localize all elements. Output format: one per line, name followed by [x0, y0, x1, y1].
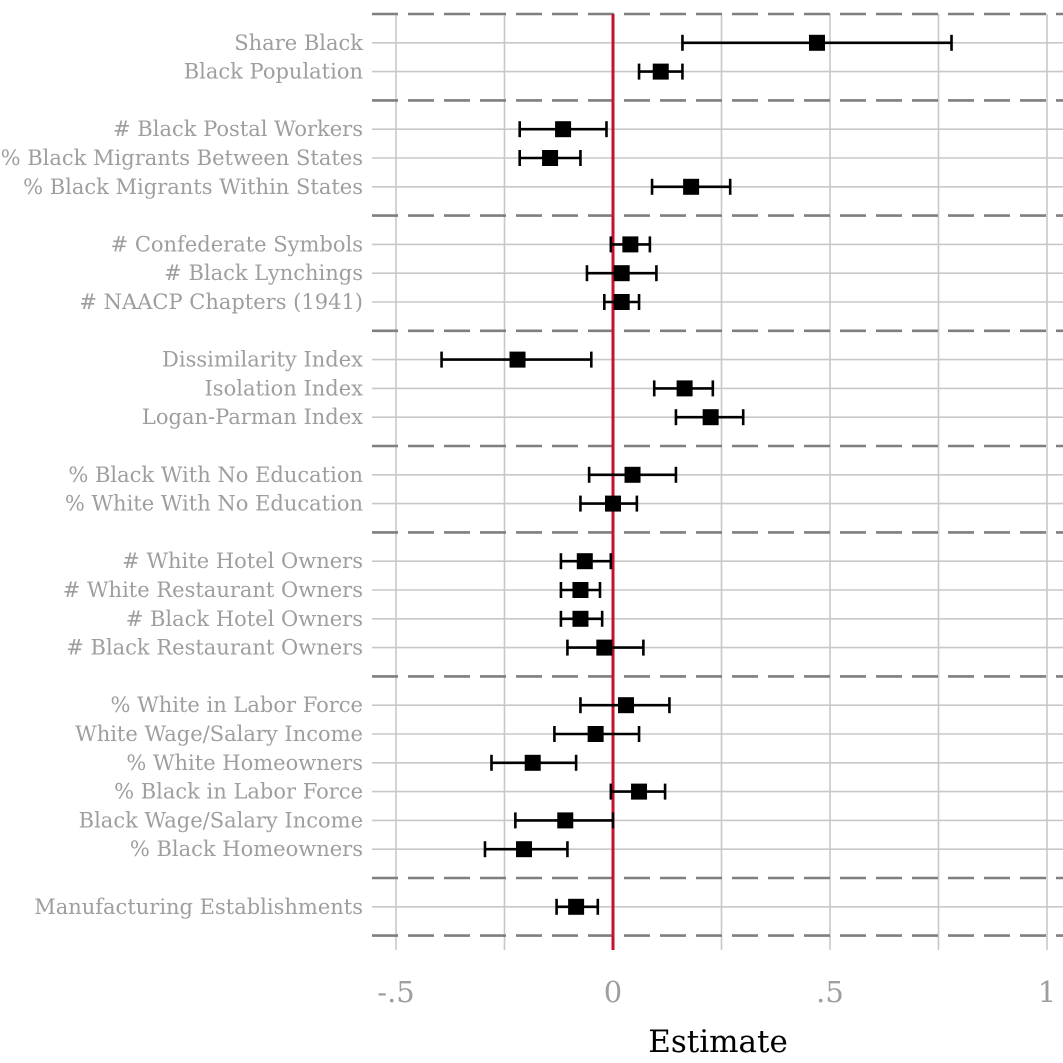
- group-separators: [372, 12, 1063, 937]
- estimate-point: [808, 34, 825, 51]
- estimate-point: [542, 150, 559, 166]
- y-tick-label: White Wage/Salary Income: [75, 722, 363, 746]
- y-tick-label: # Black Lynchings: [164, 261, 363, 285]
- x-axis-title: Estimate: [648, 1024, 788, 1060]
- y-tick-label: % Black in Labor Force: [114, 780, 363, 804]
- y-tick-label: # Black Restaurant Owners: [66, 636, 363, 660]
- estimate-point: [683, 178, 700, 195]
- y-tick-label: # NAACP Chapters (1941): [79, 290, 363, 314]
- estimate-point: [631, 783, 648, 800]
- y-tick-label: # White Restaurant Owners: [63, 578, 363, 602]
- estimate-point: [613, 265, 630, 282]
- estimate-point: [596, 639, 613, 656]
- estimate-point: [618, 697, 635, 714]
- y-tick-label: % White With No Education: [65, 492, 363, 516]
- estimate-point: [516, 841, 533, 858]
- y-tick-label: % Black Migrants Between States: [1, 146, 363, 170]
- estimate-point: [652, 63, 669, 80]
- estimate-point: [624, 466, 641, 483]
- estimate-point: [568, 898, 585, 915]
- x-tick-label: 1: [1038, 975, 1056, 1009]
- y-tick-label: Manufacturing Establishments: [34, 895, 363, 919]
- estimate-point: [676, 380, 693, 397]
- estimate-point: [509, 351, 526, 368]
- y-tick-label: Share Black: [234, 31, 363, 55]
- y-tick-label: Isolation Index: [205, 376, 364, 400]
- y-tick-label: % Black With No Education: [68, 463, 363, 487]
- y-tick-label: Black Population: [184, 60, 363, 84]
- estimate-point: [702, 409, 719, 426]
- y-tick-label: # Black Hotel Owners: [126, 607, 363, 631]
- y-tick-label: Black Wage/Salary Income: [79, 808, 363, 832]
- x-gridlines: [395, 14, 1048, 950]
- estimate-point: [622, 236, 639, 253]
- y-tick-label: # Confederate Symbols: [111, 232, 363, 256]
- estimate-point: [557, 812, 574, 829]
- estimate-points: [509, 34, 825, 915]
- estimate-point: [613, 294, 630, 310]
- y-tick-label: % Black Homeowners: [130, 837, 363, 861]
- estimate-point: [605, 495, 621, 512]
- x-tick-label: 0: [604, 975, 622, 1009]
- estimate-point: [524, 754, 541, 771]
- y-tick-labels: Share Black Black Population # Black Posta…: [1, 31, 364, 919]
- estimate-point: [587, 726, 604, 742]
- y-tick-label: # White Hotel Owners: [122, 549, 363, 573]
- y-gridlines: [372, 41, 1063, 908]
- x-tick-label: .5: [816, 975, 844, 1009]
- x-tick-label: -.5: [377, 975, 414, 1009]
- estimate-point: [555, 121, 572, 138]
- estimate-point: [572, 582, 589, 598]
- y-tick-label: % White in Labor Force: [111, 693, 363, 717]
- y-tick-label: Dissimilarity Index: [162, 348, 363, 372]
- y-tick-label: # Black Postal Workers: [113, 117, 363, 141]
- y-tick-label: % White Homeowners: [126, 751, 363, 775]
- y-tick-label: Logan-Parman Index: [142, 405, 363, 429]
- x-tick-labels: -.5 0 .5 1: [377, 975, 1056, 1009]
- estimate-point: [576, 553, 593, 570]
- y-tick-label: % Black Migrants Within States: [23, 175, 363, 199]
- estimate-point: [572, 610, 589, 627]
